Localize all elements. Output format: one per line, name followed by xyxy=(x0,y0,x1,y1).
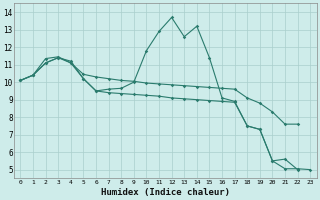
X-axis label: Humidex (Indice chaleur): Humidex (Indice chaleur) xyxy=(101,188,230,197)
